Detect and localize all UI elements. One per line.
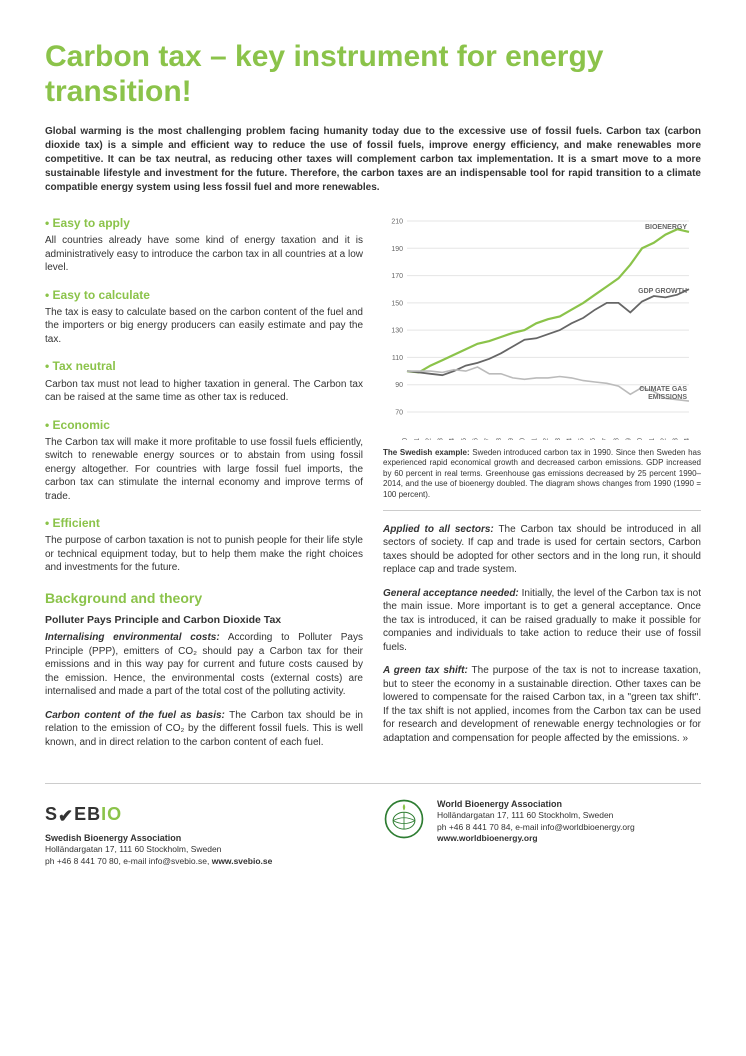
- left-column: • Easy to apply All countries already ha…: [45, 215, 363, 759]
- bullet-title: • Economic: [45, 417, 363, 433]
- bullet-section: • Economic The Carbon tax will make it m…: [45, 417, 363, 504]
- svg-text:2011: 2011: [649, 438, 656, 440]
- svg-text:170: 170: [391, 273, 403, 280]
- svg-text:2010: 2010: [637, 438, 644, 440]
- svg-text:1994: 1994: [449, 438, 456, 440]
- bullet-title: • Tax neutral: [45, 358, 363, 374]
- svg-text:70: 70: [395, 410, 403, 417]
- bullet-title: • Easy to calculate: [45, 287, 363, 303]
- bullet-text: The Carbon tax will make it more profita…: [45, 436, 363, 504]
- bullet-section: • Efficient The purpose of carbon taxati…: [45, 515, 363, 575]
- footer-right: World Bioenergy Association Holländargat…: [383, 798, 701, 867]
- svg-text:EMISSIONS: EMISSIONS: [648, 394, 687, 401]
- chart-caption: The Swedish example: Sweden introduced c…: [383, 448, 701, 511]
- svg-text:1995: 1995: [461, 438, 468, 440]
- background-subheading: Polluter Pays Principle and Carbon Dioxi…: [45, 613, 363, 627]
- svg-text:2008: 2008: [614, 438, 621, 440]
- footer-right-web: www.worldbioenergy.org: [437, 833, 635, 844]
- svg-text:1998: 1998: [496, 438, 503, 440]
- bullet-text: The purpose of carbon taxation is not to…: [45, 534, 363, 575]
- footer-left: S✔EBIO Swedish Bioenergy Association Hol…: [45, 798, 363, 867]
- svg-text:2004: 2004: [567, 438, 574, 440]
- background-heading: Background and theory: [45, 589, 363, 608]
- svg-text:1996: 1996: [473, 438, 480, 440]
- svg-text:BIOENERGY: BIOENERGY: [645, 224, 687, 231]
- svg-text:GDP GROWTH: GDP GROWTH: [638, 288, 687, 295]
- main-columns: • Easy to apply All countries already ha…: [45, 215, 701, 759]
- background-para: Carbon content of the fuel as basis: The…: [45, 709, 363, 750]
- bullet-text: All countries already have some kind of …: [45, 234, 363, 275]
- right-para: A green tax shift: The purpose of the ta…: [383, 664, 701, 745]
- footer-right-name: World Bioenergy Association: [437, 798, 635, 810]
- footer-left-addr: Holländargatan 17, 111 60 Stockholm, Swe…: [45, 844, 363, 855]
- svg-text:210: 210: [391, 219, 403, 226]
- svebio-logo: S✔EBIO: [45, 802, 122, 826]
- svg-text:1999: 1999: [508, 438, 515, 440]
- svg-text:90: 90: [395, 382, 403, 389]
- footer-left-name: Swedish Bioenergy Association: [45, 832, 363, 844]
- svg-text:1997: 1997: [484, 438, 491, 440]
- bullet-section: • Easy to calculate The tax is easy to c…: [45, 287, 363, 347]
- svg-text:130: 130: [391, 328, 403, 335]
- svg-text:2001: 2001: [531, 438, 538, 440]
- svg-text:2006: 2006: [590, 438, 597, 440]
- bullet-title: • Efficient: [45, 515, 363, 531]
- bullet-section: • Easy to apply All countries already ha…: [45, 215, 363, 275]
- bullet-text: Carbon tax must not lead to higher taxat…: [45, 378, 363, 405]
- bullet-text: The tax is easy to calculate based on th…: [45, 306, 363, 347]
- svg-text:110: 110: [392, 355, 403, 362]
- intro-paragraph: Global warming is the most challenging p…: [45, 125, 701, 195]
- svg-text:2000: 2000: [520, 438, 527, 440]
- svg-text:2013: 2013: [672, 438, 679, 440]
- svg-text:2005: 2005: [578, 438, 585, 440]
- footer-right-contact: ph +46 8 441 70 84, e-mail info@worldbio…: [437, 822, 635, 833]
- page-title: Carbon tax – key instrument for energy t…: [45, 40, 701, 109]
- footer-left-contact: ph +46 8 441 70 80, e-mail info@svebio.s…: [45, 856, 363, 867]
- svg-text:1993: 1993: [437, 438, 444, 440]
- svg-text:1992: 1992: [426, 438, 433, 440]
- svg-text:2014: 2014: [684, 438, 691, 440]
- footer: S✔EBIO Swedish Bioenergy Association Hol…: [45, 783, 701, 867]
- right-column: 70 90 110 130 150 170 190 210 1990 1991 1992 1993 19…: [383, 215, 701, 759]
- wba-logo: [383, 798, 425, 867]
- svg-text:2007: 2007: [602, 438, 609, 440]
- svg-text:150: 150: [391, 300, 403, 307]
- right-para: Applied to all sectors: The Carbon tax s…: [383, 523, 701, 577]
- bullet-title: • Easy to apply: [45, 215, 363, 231]
- svg-text:1990: 1990: [402, 438, 409, 440]
- bullet-section: • Tax neutral Carbon tax must not lead t…: [45, 358, 363, 404]
- svg-text:2012: 2012: [661, 438, 668, 440]
- svg-text:1991: 1991: [414, 438, 421, 440]
- footer-right-addr: Holländargatan 17, 111 60 Stockholm, Swe…: [437, 810, 635, 821]
- chart-caption-lead: The Swedish example:: [383, 448, 470, 457]
- swedish-example-chart: 70 90 110 130 150 170 190 210 1990 1991 1992 1993 19…: [383, 215, 701, 440]
- svg-text:190: 190: [391, 246, 403, 253]
- svg-text:2002: 2002: [543, 438, 550, 440]
- svg-text:CLIMATE GAS: CLIMATE GAS: [639, 386, 687, 393]
- background-para: Internalising environmental costs: Accor…: [45, 631, 363, 699]
- right-para: General acceptance needed: Initially, th…: [383, 587, 701, 655]
- svg-text:2009: 2009: [625, 438, 632, 440]
- svg-text:2003: 2003: [555, 438, 562, 440]
